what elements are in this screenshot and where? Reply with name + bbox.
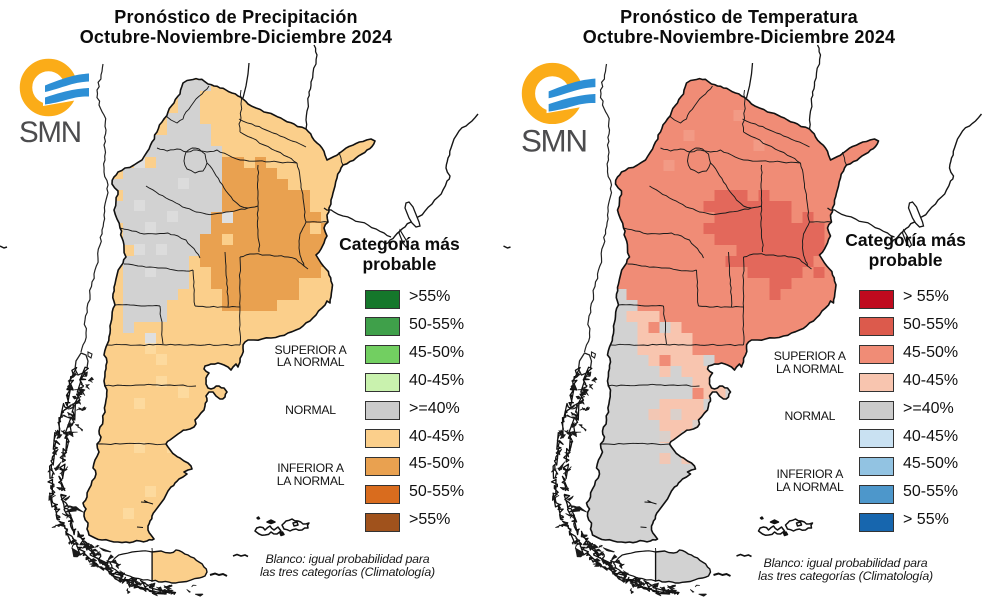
svg-text:SMN: SMN [19, 116, 82, 149]
svg-text:SMN: SMN [521, 123, 588, 158]
